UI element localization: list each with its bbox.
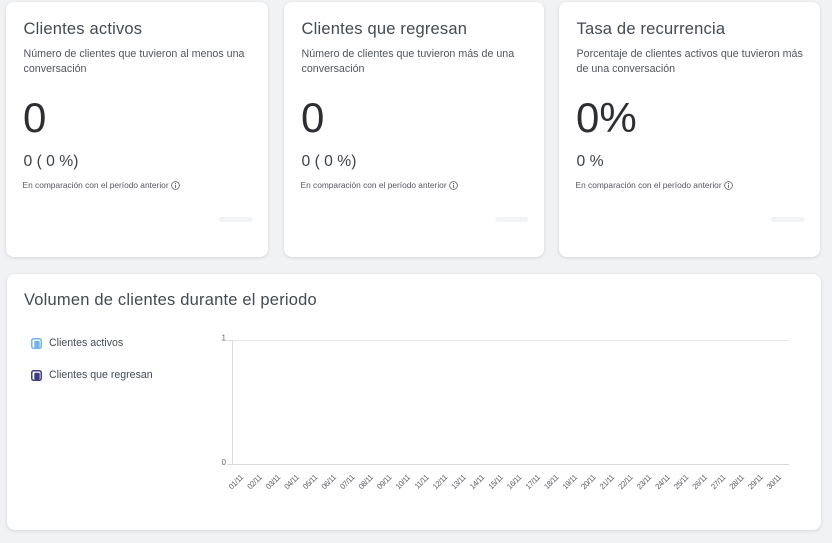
- svg-text:25/11: 25/11: [672, 473, 690, 491]
- svg-text:13/11: 13/11: [449, 473, 467, 491]
- svg-text:29/11: 29/11: [746, 473, 764, 491]
- svg-text:17/11: 17/11: [524, 473, 542, 491]
- svg-text:11/11: 11/11: [413, 473, 431, 491]
- svg-text:28/11: 28/11: [728, 473, 746, 491]
- svg-text:18/11: 18/11: [542, 473, 560, 491]
- svg-text:27/11: 27/11: [709, 473, 727, 491]
- svg-text:04/11: 04/11: [282, 473, 300, 491]
- svg-text:15/11: 15/11: [487, 473, 505, 491]
- svg-text:20/11: 20/11: [579, 473, 597, 491]
- svg-text:19/11: 19/11: [561, 473, 579, 491]
- svg-text:16/11: 16/11: [505, 473, 523, 491]
- svg-text:0: 0: [222, 458, 227, 467]
- svg-text:22/11: 22/11: [616, 473, 634, 491]
- svg-text:10/11: 10/11: [394, 473, 412, 491]
- svg-text:05/11: 05/11: [301, 473, 319, 491]
- svg-text:02/11: 02/11: [245, 473, 263, 491]
- svg-text:09/11: 09/11: [375, 473, 393, 491]
- svg-text:23/11: 23/11: [635, 473, 653, 491]
- svg-text:06/11: 06/11: [320, 473, 338, 491]
- svg-text:21/11: 21/11: [598, 473, 616, 491]
- svg-text:1: 1: [222, 334, 227, 343]
- svg-text:01/11: 01/11: [227, 473, 245, 491]
- svg-text:07/11: 07/11: [338, 473, 356, 491]
- svg-text:03/11: 03/11: [264, 473, 282, 491]
- svg-text:24/11: 24/11: [653, 473, 671, 491]
- svg-text:14/11: 14/11: [468, 473, 486, 491]
- svg-text:26/11: 26/11: [691, 473, 709, 491]
- svg-text:12/11: 12/11: [431, 473, 449, 491]
- svg-text:08/11: 08/11: [357, 473, 375, 491]
- svg-text:30/11: 30/11: [765, 473, 783, 491]
